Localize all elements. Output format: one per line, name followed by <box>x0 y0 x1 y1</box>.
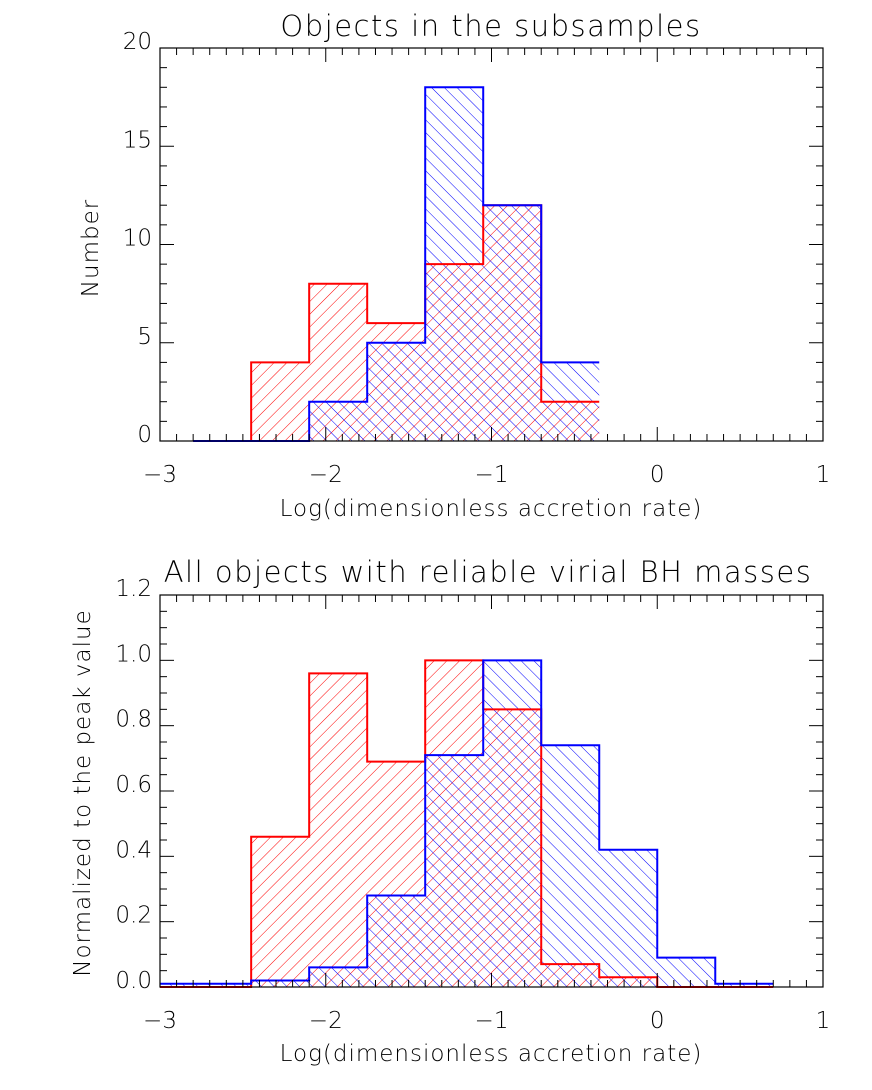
x-tick-label: 0 <box>650 1008 665 1034</box>
x-tick-label: −1 <box>475 1008 509 1034</box>
bottom-histogram-panel: All objects with reliable virial BH mass… <box>70 555 830 1067</box>
y-tick-label: 0 <box>137 422 152 448</box>
series-1-bar-4 <box>367 895 426 987</box>
series-1-step-outline <box>160 659 774 985</box>
top-x-axis-label: Log(dimensionless accretion rate) <box>280 496 703 522</box>
series-1-bar-5 <box>425 755 484 987</box>
y-tick-label: 15 <box>123 127 152 153</box>
top-histogram-panel: Objects in the subsamples −3 −2 −1 0 1051015… <box>78 9 830 522</box>
bottom-x-axis-label: Log(dimensionless accretion rate) <box>280 1041 703 1067</box>
series-1-bar-10 <box>715 983 774 987</box>
series-1-bars <box>160 660 774 987</box>
series-1-bar-5 <box>483 205 542 441</box>
x-tick-label: −2 <box>309 1008 343 1034</box>
series-0-bar-2 <box>251 836 310 987</box>
x-tick-label: 1 <box>816 462 831 488</box>
x-tick-label: 0 <box>650 462 665 488</box>
series-0-bar-3 <box>309 673 368 987</box>
y-tick-label: 1.2 <box>115 576 152 602</box>
y-tick-label: 10 <box>123 226 152 252</box>
top-y-axis-label: Number <box>78 199 104 297</box>
x-tick-label: −3 <box>143 462 177 488</box>
y-tick-label: 0.6 <box>115 772 152 798</box>
series-1-bar-2 <box>251 980 310 987</box>
bottom-y-axis-label: Normalized to the peak value <box>70 609 96 977</box>
y-tick-label: 0.8 <box>115 707 152 733</box>
series-1-bar-1 <box>193 983 252 987</box>
x-tick-label: −3 <box>143 1008 177 1034</box>
y-tick-label: 5 <box>137 324 152 350</box>
series-1-bar-3 <box>309 967 368 987</box>
y-tick-label: 0.2 <box>115 903 152 929</box>
bottom-chart-title: All objects with reliable virial BH mass… <box>164 555 813 589</box>
series-0-bar-1 <box>251 362 310 441</box>
x-tick-label: 1 <box>816 1008 831 1034</box>
bottom-axes: −3 −2 −1 0 1 0.0 0.2 0.4 0.6 0.8 1.0 1.2 <box>115 576 830 1034</box>
series-1-bar-9 <box>657 957 716 987</box>
y-tick-label: 0.0 <box>115 968 152 994</box>
y-tick-label: 1.0 <box>115 641 152 667</box>
series-1-bar-2 <box>309 401 368 441</box>
series-0-step-outline <box>160 659 774 988</box>
bottom-histogram-bars <box>160 659 774 988</box>
top-chart-title: Objects in the subsamples <box>280 9 701 43</box>
series-1-bar-6 <box>483 660 542 987</box>
series-1-bar-7 <box>541 745 600 987</box>
series-1-bar-8 <box>599 849 658 987</box>
x-tick-label: −1 <box>475 462 509 488</box>
y-tick-label: 0.4 <box>115 837 152 863</box>
top-histogram-bars <box>193 86 600 442</box>
x-tick-label: −2 <box>309 462 343 488</box>
series-1-bar-3 <box>367 342 426 441</box>
y-tick-label: 20 <box>123 29 152 55</box>
